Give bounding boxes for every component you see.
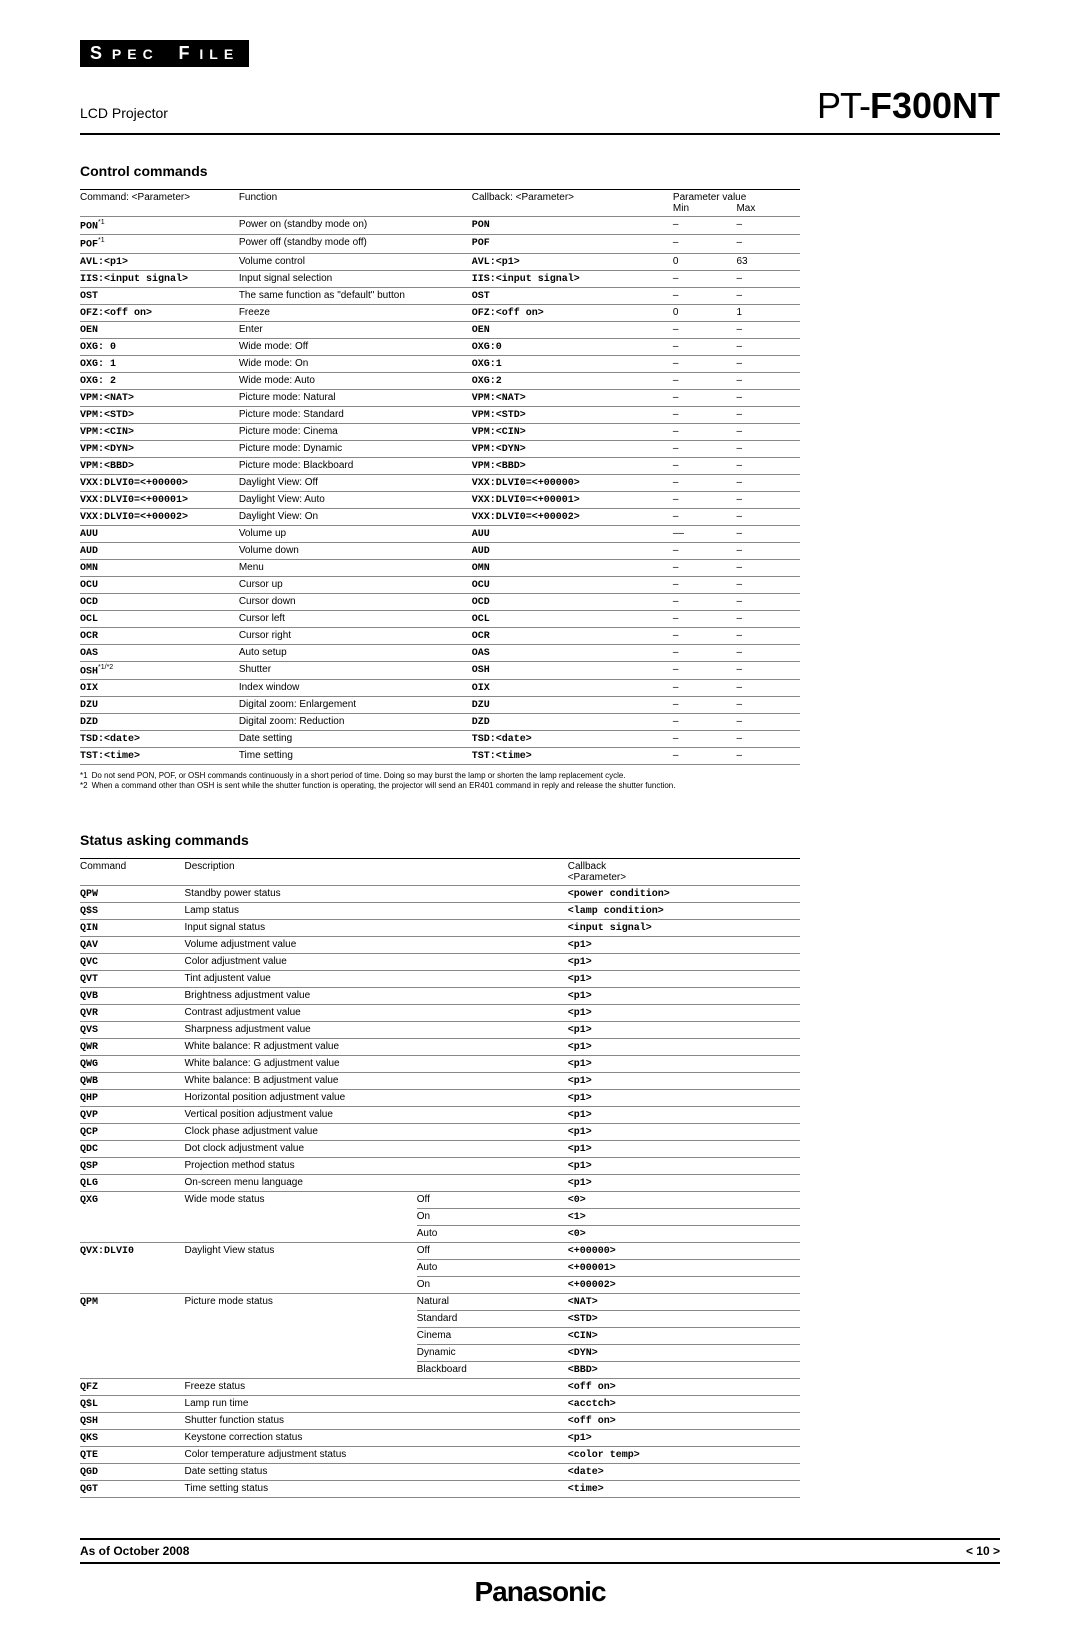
spec-file-badge: S PEC F ILE — [80, 40, 249, 67]
table-row: PON*1Power on (standby mode on)PON–– — [80, 217, 800, 235]
col-max: Max — [736, 203, 800, 217]
table-row: On<1> — [80, 1208, 800, 1225]
col-function: Function — [239, 190, 472, 204]
table-row: OFZ:<off on>FreezeOFZ:<off on>01 — [80, 304, 800, 321]
table-row: Blackboard<BBD> — [80, 1361, 800, 1378]
table-row: Q$SLamp status<lamp condition> — [80, 902, 800, 919]
footer-bar: As of October 2008 < 10 > — [80, 1538, 1000, 1564]
table-row: QPWStandby power status<power condition> — [80, 885, 800, 902]
table-row: OCDCursor downOCD–– — [80, 593, 800, 610]
control-commands-title: Control commands — [80, 163, 1000, 179]
header-row: LCD Projector PT-F300NT — [80, 85, 1000, 135]
table-row: QGDDate setting status<date> — [80, 1463, 800, 1480]
table-row: OIXIndex windowOIX–– — [80, 679, 800, 696]
table-row: AVL:<p1>Volume controlAVL:<p1>063 — [80, 253, 800, 270]
col-min: Min — [673, 203, 737, 217]
table-row: VPM:<DYN>Picture mode: DynamicVPM:<DYN>–… — [80, 440, 800, 457]
table-row: QCPClock phase adjustment value<p1> — [80, 1123, 800, 1140]
table-row: OCLCursor leftOCL–– — [80, 610, 800, 627]
table-row: QVPVertical position adjustment value<p1… — [80, 1106, 800, 1123]
footer-date: As of October 2008 — [80, 1544, 189, 1558]
table-row: QVBBrightness adjustment value<p1> — [80, 987, 800, 1004]
table-row: VXX:DLVI0=<+00001>Daylight View: AutoVXX… — [80, 491, 800, 508]
scol-command: Command — [80, 858, 185, 872]
table-row: VPM:<CIN>Picture mode: CinemaVPM:<CIN>–– — [80, 423, 800, 440]
table-row: Cinema<CIN> — [80, 1327, 800, 1344]
table-row: QVRContrast adjustment value<p1> — [80, 1004, 800, 1021]
table-row: QHPHorizontal position adjustment value<… — [80, 1089, 800, 1106]
table-row: TSD:<date>Date settingTSD:<date>–– — [80, 730, 800, 747]
table-row: Standard<STD> — [80, 1310, 800, 1327]
footnotes: *1Do not send PON, POF, or OSH commands … — [80, 771, 800, 792]
table-row: QINInput signal status<input signal> — [80, 919, 800, 936]
table-row: QSPProjection method status<p1> — [80, 1157, 800, 1174]
col-param-value: Parameter value — [673, 190, 800, 204]
table-row: OMNMenuOMN–– — [80, 559, 800, 576]
table-row: QVX:DLVI0Daylight View statusOff<+00000> — [80, 1242, 800, 1259]
logo-wrap: Panasonic — [80, 1576, 1000, 1608]
status-commands-title: Status asking commands — [80, 832, 1000, 848]
panasonic-logo: Panasonic — [474, 1576, 605, 1607]
col-callback: Callback: <Parameter> — [472, 190, 673, 204]
scol-description: Description — [185, 858, 417, 872]
table-row: QSHShutter function status<off on> — [80, 1412, 800, 1429]
table-row: OSH*1/*2ShutterOSH–– — [80, 661, 800, 679]
table-row: QWGWhite balance: G adjustment value<p1> — [80, 1055, 800, 1072]
projector-label: LCD Projector — [80, 105, 168, 121]
table-row: QAVVolume adjustment value<p1> — [80, 936, 800, 953]
table-row: OSTThe same function as "default" button… — [80, 287, 800, 304]
table-row: QTEColor temperature adjustment status<c… — [80, 1446, 800, 1463]
table-row: QWBWhite balance: B adjustment value<p1> — [80, 1072, 800, 1089]
table-row: OCRCursor rightOCR–– — [80, 627, 800, 644]
footer-page: < 10 > — [966, 1544, 1000, 1558]
scol-callback-param: <Parameter> — [568, 872, 800, 886]
table-row: IIS:<input signal>Input signal selection… — [80, 270, 800, 287]
table-row: OXG: 2Wide mode: AutoOXG:2–– — [80, 372, 800, 389]
table-row: OASAuto setupOAS–– — [80, 644, 800, 661]
table-row: QVCColor adjustment value<p1> — [80, 953, 800, 970]
table-row: POF*1Power off (standby mode off)POF–– — [80, 235, 800, 253]
control-commands-table: Command: <Parameter> Function Callback: … — [80, 189, 800, 765]
table-row: Dynamic<DYN> — [80, 1344, 800, 1361]
table-row: DZDDigital zoom: ReductionDZD–– — [80, 713, 800, 730]
table-row: QLGOn-screen menu language<p1> — [80, 1174, 800, 1191]
table-row: QKSKeystone correction status<p1> — [80, 1429, 800, 1446]
table-row: OXG: 0Wide mode: OffOXG:0–– — [80, 338, 800, 355]
table-row: AUDVolume downAUD–– — [80, 542, 800, 559]
table-row: QPMPicture mode statusNatural<NAT> — [80, 1293, 800, 1310]
model-number: PT-F300NT — [817, 85, 1000, 127]
table-row: OENEnterOEN–– — [80, 321, 800, 338]
table-row: QXGWide mode statusOff<0> — [80, 1191, 800, 1208]
table-row: QWRWhite balance: R adjustment value<p1> — [80, 1038, 800, 1055]
table-row: QVSSharpness adjustment value<p1> — [80, 1021, 800, 1038]
table-row: QVTTint adjustent value<p1> — [80, 970, 800, 987]
table-row: QDCDot clock adjustment value<p1> — [80, 1140, 800, 1157]
table-row: VPM:<STD>Picture mode: StandardVPM:<STD>… — [80, 406, 800, 423]
scol-callback: Callback — [568, 858, 800, 872]
table-row: VPM:<NAT>Picture mode: NaturalVPM:<NAT>–… — [80, 389, 800, 406]
table-row: DZUDigital zoom: EnlargementDZU–– — [80, 696, 800, 713]
table-row: VXX:DLVI0=<+00000>Daylight View: OffVXX:… — [80, 474, 800, 491]
table-row: TST:<time>Time settingTST:<time>–– — [80, 747, 800, 764]
table-row: OXG: 1Wide mode: OnOXG:1–– — [80, 355, 800, 372]
table-row: Auto<0> — [80, 1225, 800, 1242]
table-row: Q$LLamp run time<acctch> — [80, 1395, 800, 1412]
table-row: VPM:<BBD>Picture mode: BlackboardVPM:<BB… — [80, 457, 800, 474]
table-row: AUUVolume upAUU––– — [80, 525, 800, 542]
table-row: VXX:DLVI0=<+00002>Daylight View: OnVXX:D… — [80, 508, 800, 525]
table-row: QGTTime setting status<time> — [80, 1480, 800, 1497]
table-row: On<+00002> — [80, 1276, 800, 1293]
table-row: Auto<+00001> — [80, 1259, 800, 1276]
table-row: OCUCursor upOCU–– — [80, 576, 800, 593]
status-commands-table: Command Description Callback <Parameter>… — [80, 858, 800, 1498]
table-row: QFZFreeze status<off on> — [80, 1378, 800, 1395]
col-command: Command: <Parameter> — [80, 190, 239, 204]
